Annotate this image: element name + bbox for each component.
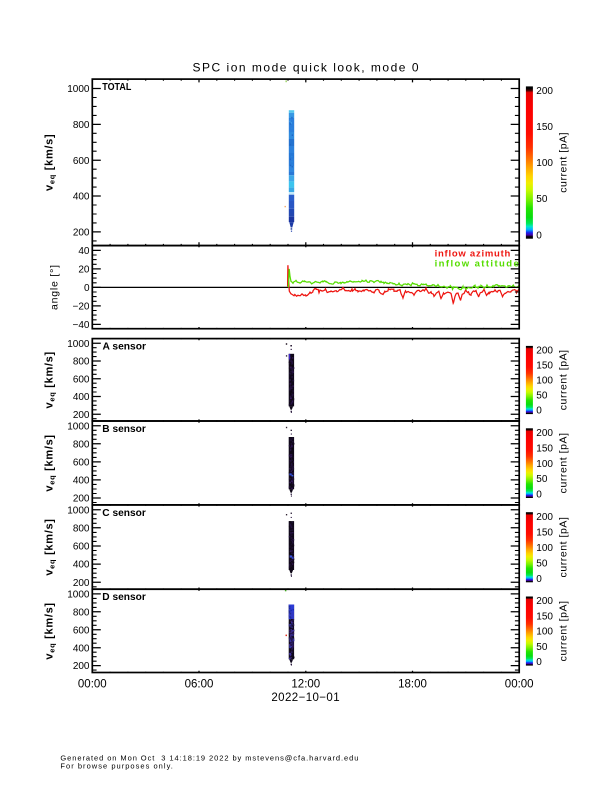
svg-text:400: 400 — [73, 643, 90, 654]
svg-text:2022−10−01: 2022−10−01 — [271, 692, 340, 704]
svg-text:inflow attitude: inflow attitude — [435, 258, 519, 269]
svg-text:150: 150 — [536, 527, 553, 538]
svg-text:SPC ion mode quick look, mode: SPC ion mode quick look, mode 0 — [193, 60, 419, 74]
svg-text:angle [°]: angle [°] — [48, 264, 60, 310]
svg-text:800: 800 — [73, 120, 90, 131]
svg-text:−40: −40 — [73, 320, 90, 331]
svg-text:0: 0 — [84, 283, 90, 294]
svg-text:1000: 1000 — [67, 421, 90, 432]
svg-text:150: 150 — [536, 361, 553, 372]
svg-text:20: 20 — [78, 265, 90, 276]
svg-text:400: 400 — [73, 392, 90, 403]
svg-text:100: 100 — [536, 543, 553, 554]
svg-text:100: 100 — [536, 158, 553, 169]
svg-text:A sensor: A sensor — [103, 342, 147, 353]
svg-text:100: 100 — [536, 376, 553, 387]
svg-text:inflow azimuth: inflow azimuth — [435, 249, 511, 260]
svg-text:00:00: 00:00 — [78, 679, 107, 691]
svg-text:D sensor: D sensor — [102, 592, 146, 603]
svg-text:12:00: 12:00 — [291, 679, 320, 691]
svg-text:current [pA]: current [pA] — [558, 517, 570, 578]
svg-text:veq [km/s]: veq [km/s] — [44, 351, 57, 408]
svg-text:50: 50 — [536, 474, 548, 485]
svg-text:B sensor: B sensor — [102, 424, 146, 435]
svg-text:200: 200 — [73, 228, 90, 239]
svg-text:50: 50 — [536, 642, 548, 653]
svg-text:40: 40 — [78, 246, 90, 257]
svg-text:0: 0 — [536, 657, 542, 668]
svg-text:veq [km/s]: veq [km/s] — [44, 518, 57, 575]
svg-text:200: 200 — [536, 596, 553, 607]
svg-text:veq [km/s]: veq [km/s] — [44, 134, 57, 191]
svg-text:1000: 1000 — [67, 505, 90, 516]
svg-text:600: 600 — [73, 625, 90, 636]
svg-text:200: 200 — [536, 346, 553, 357]
svg-text:200: 200 — [73, 578, 90, 589]
svg-text:200: 200 — [73, 494, 90, 505]
svg-text:current [pA]: current [pA] — [558, 600, 570, 661]
svg-text:600: 600 — [73, 542, 90, 553]
svg-text:current [pA]: current [pA] — [558, 132, 570, 193]
svg-text:200: 200 — [536, 428, 553, 439]
svg-text:200: 200 — [73, 661, 90, 672]
svg-text:150: 150 — [536, 122, 553, 133]
svg-text:−20: −20 — [73, 302, 90, 313]
svg-text:800: 800 — [73, 523, 90, 534]
svg-text:0: 0 — [536, 406, 542, 417]
svg-text:200: 200 — [73, 410, 90, 421]
svg-text:0: 0 — [536, 230, 542, 241]
svg-text:Generated on Mon Oct 3 14:18:: Generated on Mon Oct 3 14:18:19 2022 by … — [60, 753, 358, 762]
svg-text:C sensor: C sensor — [102, 508, 146, 519]
svg-text:100: 100 — [536, 459, 553, 470]
svg-text:veq [km/s]: veq [km/s] — [44, 602, 57, 659]
svg-text:200: 200 — [536, 86, 553, 97]
svg-text:current [pA]: current [pA] — [558, 432, 570, 493]
svg-text:1000: 1000 — [67, 590, 90, 601]
svg-text:400: 400 — [73, 560, 90, 571]
svg-text:00:00: 00:00 — [505, 679, 534, 691]
svg-text:TOTAL: TOTAL — [102, 81, 131, 93]
svg-text:50: 50 — [536, 194, 548, 205]
svg-text:18:00: 18:00 — [398, 679, 427, 691]
svg-text:200: 200 — [536, 512, 553, 523]
svg-text:50: 50 — [536, 391, 548, 402]
svg-text:50: 50 — [536, 558, 548, 569]
svg-text:600: 600 — [73, 156, 90, 167]
svg-text:1000: 1000 — [67, 84, 90, 95]
svg-text:400: 400 — [73, 192, 90, 203]
svg-text:100: 100 — [536, 627, 553, 638]
svg-text:veq [km/s]: veq [km/s] — [44, 434, 57, 491]
svg-text:600: 600 — [73, 458, 90, 469]
svg-text:For browse purposes only.: For browse purposes only. — [60, 762, 172, 771]
svg-text:1000: 1000 — [67, 339, 90, 350]
svg-text:800: 800 — [73, 607, 90, 618]
svg-text:150: 150 — [536, 443, 553, 454]
svg-text:800: 800 — [73, 439, 90, 450]
svg-text:06:00: 06:00 — [185, 679, 214, 691]
svg-text:0: 0 — [536, 490, 542, 501]
svg-text:800: 800 — [73, 357, 90, 368]
svg-text:150: 150 — [536, 611, 553, 622]
svg-text:600: 600 — [73, 374, 90, 385]
svg-text:400: 400 — [73, 476, 90, 487]
svg-text:0: 0 — [536, 574, 542, 585]
svg-text:current [pA]: current [pA] — [558, 349, 570, 410]
